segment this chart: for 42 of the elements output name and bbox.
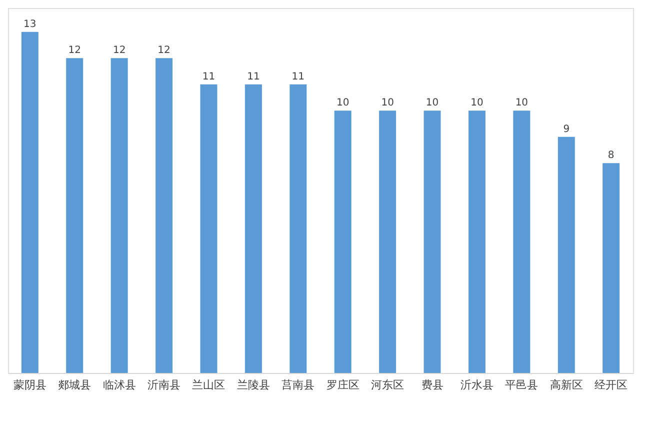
x-tick-label: 罗庄区 [326,378,360,392]
x-tick-label: 兰山区 [192,378,226,392]
bar [110,58,128,373]
data-label: 9 [563,124,570,135]
x-tick-label: 郯城县 [58,378,92,392]
data-label: 10 [336,98,350,109]
x-tick-label: 平邑县 [505,378,538,392]
bar [290,84,307,373]
bar [21,32,38,373]
bar [468,110,486,373]
data-label: 11 [202,71,216,82]
x-tick-label: 费县 [421,378,444,392]
data-label: 10 [470,98,484,109]
data-label: 12 [158,45,170,56]
data-label: 13 [24,18,36,30]
bar [334,110,352,373]
bar [200,84,218,373]
x-tick-label: 河东区 [371,378,404,392]
x-tick-label: 临沭县 [102,378,136,392]
data-label: 12 [112,45,126,56]
x-tick-label: 蒙阴县 [13,378,46,392]
data-label: 8 [608,150,614,162]
bar [558,136,575,373]
bar [66,58,84,373]
bar [513,110,530,373]
x-tick-label: 沂水县 [460,378,494,392]
data-label: 10 [515,98,528,109]
bar [602,163,620,373]
data-label: 10 [381,98,394,109]
x-tick-label: 沂南县 [148,378,181,392]
data-label: 11 [247,71,260,82]
bar [156,58,173,373]
bar [424,110,441,373]
bar [244,84,262,373]
data-label: 12 [68,45,81,56]
data-label: 10 [426,98,439,109]
x-tick-label: 经开区 [594,378,628,392]
x-tick-label: 兰陵县 [236,378,270,392]
x-tick-label: 莒南县 [282,378,315,392]
x-tick-label: 高新区 [550,378,583,392]
bar [379,110,396,373]
data-label: 11 [292,71,305,82]
